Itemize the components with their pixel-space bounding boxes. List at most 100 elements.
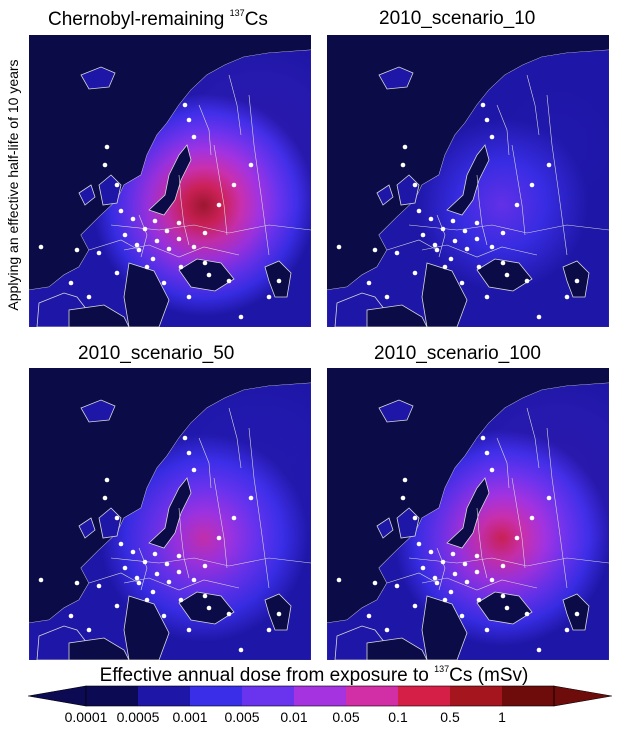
country-border <box>138 547 148 591</box>
city-marker <box>412 182 418 188</box>
city-marker <box>459 613 465 619</box>
city-marker <box>400 495 406 501</box>
city-marker <box>384 627 390 633</box>
city-marker <box>480 102 486 108</box>
city-marker <box>546 162 552 168</box>
colorbar-segment <box>86 686 138 706</box>
city-marker <box>164 561 170 567</box>
city-marker <box>191 244 197 250</box>
colorbar-segment <box>502 686 554 706</box>
sea-region <box>178 591 235 625</box>
city-marker <box>434 247 440 253</box>
city-marker <box>402 144 408 150</box>
country-border <box>436 214 446 258</box>
city-marker <box>186 294 192 300</box>
city-marker <box>150 589 156 595</box>
colorbar-segment <box>190 686 242 706</box>
city-marker <box>144 597 150 603</box>
city-marker <box>474 553 480 559</box>
country-border <box>198 437 212 489</box>
city-marker <box>122 565 128 571</box>
city-marker <box>514 202 520 208</box>
city-marker <box>336 577 342 583</box>
colorbar-tick-label: 0.05 <box>332 709 360 725</box>
city-marker <box>489 467 495 473</box>
city-marker <box>536 647 542 653</box>
city-marker <box>134 575 140 581</box>
colorbar-segment <box>242 686 294 706</box>
land-region <box>98 507 122 539</box>
city-marker <box>142 559 148 565</box>
country-border <box>138 214 148 258</box>
colorbar-segment <box>346 686 398 706</box>
city-marker <box>464 246 470 252</box>
country-border <box>213 144 228 236</box>
sea-region <box>148 144 192 216</box>
city-marker <box>68 280 74 286</box>
city-marker <box>104 477 110 483</box>
city-marker <box>366 280 372 286</box>
city-marker <box>428 216 434 222</box>
city-marker <box>412 603 418 609</box>
city-marker <box>164 228 170 234</box>
city-marker <box>432 575 438 581</box>
city-marker <box>191 467 197 473</box>
colorbar-segment <box>450 686 502 706</box>
city-marker <box>182 102 188 108</box>
country-border <box>228 407 242 469</box>
panel-title-chernobyl: Chernobyl-remaining 137Cs <box>48 8 268 30</box>
city-marker <box>248 495 254 501</box>
colorbar-arrow-low <box>28 685 87 707</box>
city-marker <box>226 278 232 284</box>
country-border <box>178 174 190 246</box>
colorbar-tick-label: 0.01 <box>280 709 308 725</box>
land-region <box>98 174 122 206</box>
city-marker <box>114 603 120 609</box>
city-marker <box>514 535 520 541</box>
land-region <box>80 399 116 423</box>
country-border <box>511 477 526 569</box>
land-region <box>396 507 420 539</box>
land-region <box>396 174 420 206</box>
side-axis-label: Applying an effective half-life of 10 ye… <box>2 40 24 330</box>
city-marker <box>500 230 506 236</box>
city-marker <box>384 294 390 300</box>
city-marker <box>474 569 480 575</box>
map-panel-scenario-10 <box>327 35 609 327</box>
country-border <box>421 244 538 258</box>
city-marker <box>161 613 167 619</box>
city-marker <box>420 232 426 238</box>
city-marker <box>202 230 208 236</box>
city-marker <box>130 549 136 555</box>
city-marker <box>524 278 530 284</box>
country-border <box>408 557 609 567</box>
city-marker <box>452 238 458 244</box>
land-region <box>78 184 96 206</box>
sea-region <box>421 595 468 660</box>
city-marker <box>412 270 418 276</box>
country-border <box>110 224 311 234</box>
city-marker <box>574 278 580 284</box>
country-border <box>198 104 212 156</box>
city-marker <box>68 613 74 619</box>
city-marker <box>176 220 182 226</box>
city-marker <box>276 611 282 617</box>
city-marker <box>400 162 406 168</box>
city-marker <box>176 569 182 575</box>
city-marker <box>452 571 458 577</box>
city-marker <box>336 244 342 250</box>
city-marker <box>450 218 456 224</box>
city-marker <box>74 580 80 586</box>
city-marker <box>500 593 506 599</box>
country-border <box>88 239 140 251</box>
europe-map <box>29 368 311 660</box>
city-marker <box>462 228 468 234</box>
city-marker <box>529 515 535 521</box>
city-marker <box>152 551 158 557</box>
city-marker <box>464 579 470 585</box>
colorbar-tick-label: 0.0001 <box>64 709 108 725</box>
city-marker <box>266 627 272 633</box>
land-region <box>80 66 116 90</box>
country-border <box>476 507 488 579</box>
country-border <box>511 144 526 236</box>
